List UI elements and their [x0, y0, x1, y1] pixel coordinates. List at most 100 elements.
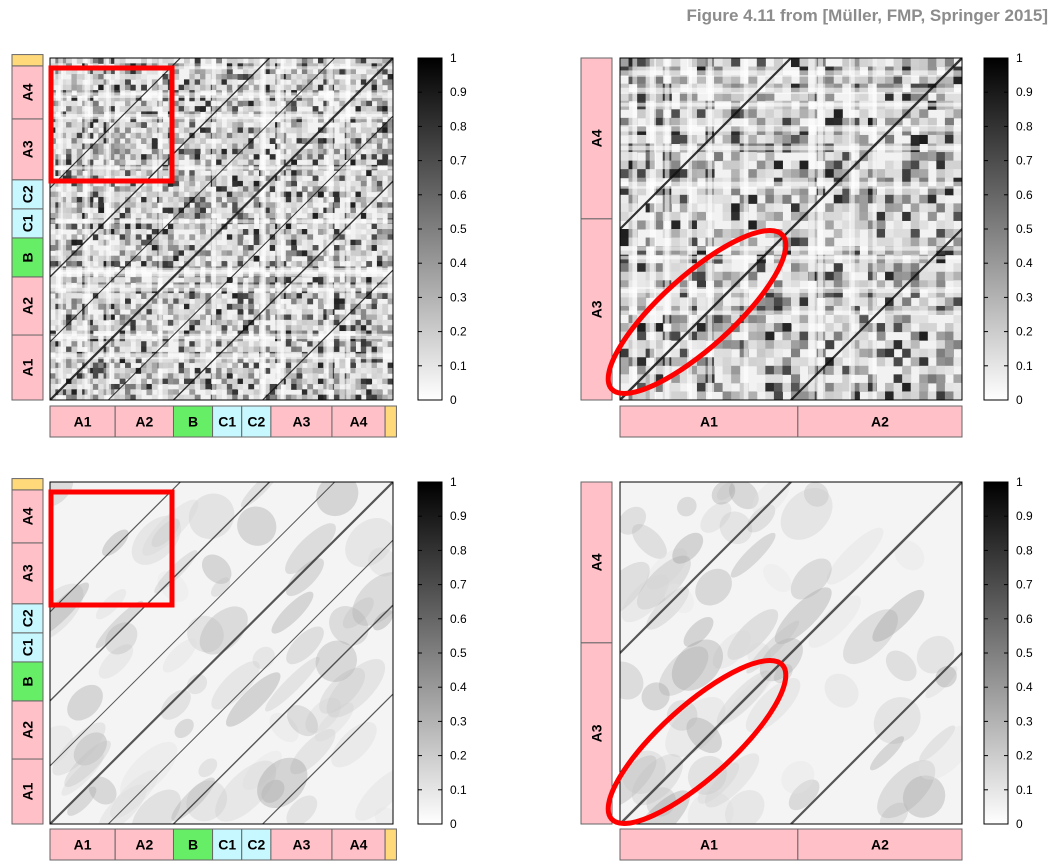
segment-label: B	[20, 676, 36, 686]
colorbar-tick-label: 0.1	[1016, 783, 1033, 797]
matrix-frame	[619, 57, 963, 401]
segment-end	[384, 405, 397, 438]
segment-c2	[241, 405, 272, 438]
segment-label: A3	[20, 140, 36, 158]
colorbar-tick-label: 0.3	[450, 290, 467, 304]
segment-label: A1	[700, 414, 718, 430]
segment-label: A2	[20, 297, 36, 315]
top-left-full-ssm-x-segment-bar: A1 A2 B C1 C2 A3 A4	[49, 405, 397, 438]
highlight-box-bottom	[48, 489, 175, 608]
top-right-zoom-ssm	[619, 57, 963, 401]
segment-label: A3	[292, 837, 310, 853]
colorbar-tick-label: 0.8	[1016, 119, 1033, 133]
segment-label: A1	[20, 782, 36, 800]
colorbar-tick-label: 0.2	[1016, 749, 1033, 763]
top-right-zoom-ssm-y-segment-bar: A3 A4	[580, 57, 613, 401]
colorbar-tick-label: 0.3	[450, 714, 467, 728]
top-right-zoom-ssm-colorbar: 0 0.1 0.2 0.3 0.4 0.5 0.6 0.7 0.8 0.9 1	[983, 51, 1033, 407]
colorbar-tick-label: 0.5	[450, 646, 467, 660]
segment-a4	[11, 489, 44, 544]
segment-label: A3	[589, 724, 605, 742]
colorbar-tick-label: 0.4	[1016, 680, 1033, 694]
segment-label: C2	[20, 185, 36, 203]
segment-b	[172, 828, 214, 861]
segment-a4	[580, 57, 613, 220]
segment-a3	[11, 118, 44, 181]
colorbar-tick-label: 0.1	[1016, 359, 1033, 373]
segment-label: A1	[700, 837, 718, 853]
segment-a4	[580, 481, 613, 644]
segment-c1	[212, 828, 243, 861]
segment-a3	[580, 642, 613, 825]
colorbar-tick-label: 0.6	[450, 188, 467, 202]
segment-a2	[797, 405, 963, 438]
colorbar-tick-label: 0	[450, 817, 457, 831]
bottom-left-full-ssm	[49, 481, 394, 825]
segment-label: A2	[871, 837, 889, 853]
bottom-right-zoom-ssm	[619, 481, 963, 825]
segment-label: C1	[218, 414, 236, 430]
bottom-left-full-ssm-colorbar: 0 0.1 0.2 0.3 0.4 0.5 0.6 0.7 0.8 0.9 1	[417, 475, 467, 831]
segment-label: A3	[20, 564, 36, 582]
segment-label: A1	[74, 837, 92, 853]
segment-label: B	[188, 414, 198, 430]
colorbar-tick-label: 0.2	[450, 749, 467, 763]
colorbar-tick-label: 0.5	[450, 222, 467, 236]
segment-label: A2	[20, 721, 36, 739]
matrix-frame	[619, 481, 963, 825]
segment-label: B	[188, 837, 198, 853]
colorbar-tick-label: 0.3	[1016, 290, 1033, 304]
segment-label: A4	[589, 553, 605, 571]
colorbar-tick-label: 0.8	[450, 119, 467, 133]
segment-label: A2	[135, 414, 153, 430]
segment-a4	[331, 405, 386, 438]
segment-label: A4	[350, 414, 368, 430]
segment-label: A4	[20, 83, 36, 101]
colorbar-tick-label: 0.4	[450, 256, 467, 270]
segment-a4	[331, 828, 386, 861]
colorbar-tick-label: 0.6	[1016, 612, 1033, 626]
segment-c2	[11, 179, 44, 210]
bottom-right-zoom-ssm-y-segment-bar: A3 A4	[580, 481, 613, 825]
segment-b	[11, 237, 44, 278]
colorbar-tick-label: 0.6	[1016, 188, 1033, 202]
colorbar-tick-label: 0.7	[450, 154, 467, 168]
segment-label: C1	[20, 638, 36, 656]
bottom-left-full-ssm-y-segment-bar: A1 A2 B C1 C2 A3 A4	[11, 478, 44, 825]
segment-label: A2	[871, 414, 889, 430]
bottom-right-zoom-ssm-x-segment-bar: A1 A2	[619, 828, 963, 861]
colorbar-tick-label: 0.4	[1016, 256, 1033, 270]
matrix-frame	[49, 57, 394, 401]
segment-label: A4	[589, 129, 605, 147]
colorbar-tick-label: 0.8	[450, 543, 467, 557]
segment-c1	[11, 208, 44, 239]
colorbar-tick-label: 1	[1016, 51, 1023, 65]
segment-a2	[11, 276, 44, 336]
colorbar-tick-label: 0.2	[1016, 325, 1033, 339]
colorbar-tick-label: 0.1	[450, 359, 467, 373]
colorbar-tick-label: 0.5	[1016, 646, 1033, 660]
highlight-box-top	[48, 65, 175, 184]
segment-c2	[11, 603, 44, 634]
bottom-left-full-ssm-x-segment-bar: A1 A2 B C1 C2 A3 A4	[49, 828, 397, 861]
matrix-frame	[49, 481, 394, 825]
colorbar-tick-label: 0.7	[1016, 154, 1033, 168]
segment-a2	[114, 828, 174, 861]
segment-c2	[241, 828, 272, 861]
segment-c1	[212, 405, 243, 438]
colorbar-tick-label: 0.6	[450, 612, 467, 626]
segment-end	[11, 478, 44, 491]
colorbar-tick-label: 1	[1016, 475, 1023, 489]
colorbar-tick-label: 0.2	[450, 325, 467, 339]
top-left-full-ssm-colorbar: 0 0.1 0.2 0.3 0.4 0.5 0.6 0.7 0.8 0.9 1	[417, 51, 467, 407]
segment-label: C2	[247, 837, 265, 853]
segment-label: C2	[20, 609, 36, 627]
colorbar-tick-label: 0	[1016, 817, 1023, 831]
colorbar-tick-label: 0.7	[450, 578, 467, 592]
top-right-zoom-ssm-x-segment-bar: A1 A2	[619, 405, 963, 438]
colorbar-tick-label: 0.5	[1016, 222, 1033, 236]
colorbar-tick-label: 0.9	[1016, 85, 1033, 99]
segment-label: B	[20, 252, 36, 262]
segment-a1	[49, 828, 116, 861]
segment-a1	[619, 405, 799, 438]
